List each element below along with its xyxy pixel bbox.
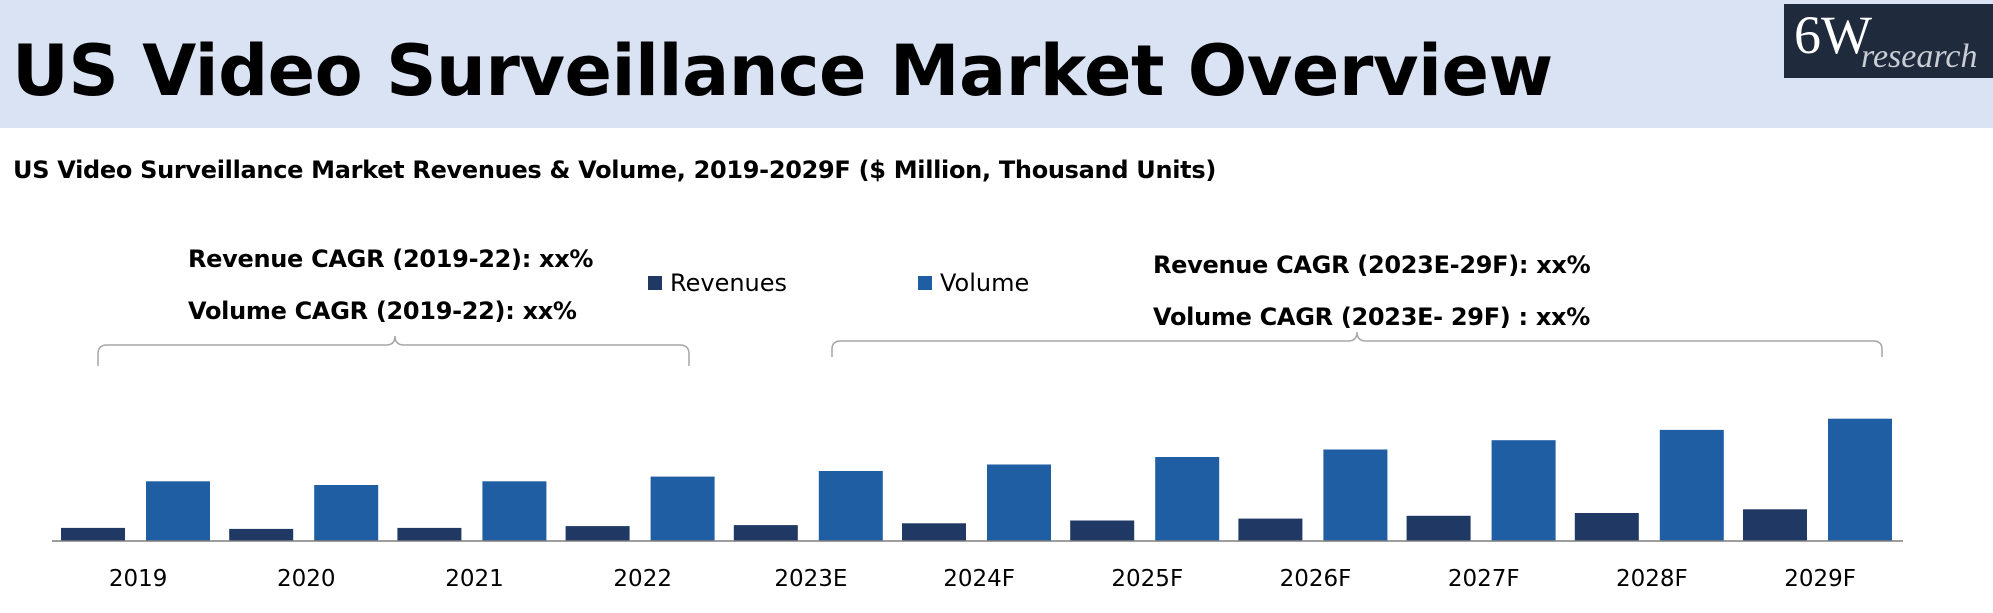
logo-sub-text: research xyxy=(1861,38,1978,75)
legend-revenues: Revenues xyxy=(648,269,787,297)
x-tick-label: 2027F xyxy=(1448,566,1520,592)
bar-volume-2021 xyxy=(482,481,547,541)
right-volume-cagr: Volume CAGR (2023E- 29F) : xx% xyxy=(1153,303,1590,331)
chart-title: US Video Surveillance Market Revenues & … xyxy=(13,156,1216,184)
logo-main-text: 6W xyxy=(1794,5,1872,65)
legend-volume-swatch xyxy=(918,276,932,290)
x-tick-label: 2028F xyxy=(1616,566,1688,592)
x-tick-label: 2021 xyxy=(445,566,504,592)
left-volume-cagr: Volume CAGR (2019-22): xx% xyxy=(188,297,577,325)
bar-revenues-2027f xyxy=(1406,515,1471,541)
bar-revenues-2026f xyxy=(1238,518,1303,541)
bar-volume-2029f xyxy=(1828,418,1892,541)
bracket-2019-2022 xyxy=(97,335,690,366)
bar-revenues-2025f xyxy=(1070,520,1135,541)
legend-volume: Volume xyxy=(918,269,1029,297)
bar-volume-2028f xyxy=(1659,429,1724,541)
x-tick-label: 2019 xyxy=(109,566,168,592)
bar-revenues-2020 xyxy=(229,528,294,541)
page-title: US Video Surveillance Market Overview xyxy=(12,30,1553,112)
bar-volume-2027f xyxy=(1491,440,1556,541)
bar-revenues-2024f xyxy=(902,523,966,541)
bar-revenues-2022 xyxy=(565,526,630,541)
company-logo: 6W research xyxy=(1784,4,1993,78)
x-tick-label: 2024F xyxy=(943,566,1015,592)
bar-revenues-2019 xyxy=(61,527,125,541)
bar-revenues-2021 xyxy=(397,527,462,541)
legend-revenues-swatch xyxy=(648,276,662,290)
bar-volume-2019 xyxy=(146,481,210,541)
bar-volume-2023e xyxy=(818,471,883,541)
x-tick-label: 2022 xyxy=(613,566,672,592)
legend-revenues-label: Revenues xyxy=(670,269,788,297)
bar-volume-2025f xyxy=(1155,457,1220,541)
x-tick-label: 2029F xyxy=(1784,566,1856,592)
bracket-2023-2029 xyxy=(831,331,1883,357)
bar-revenues-2029f xyxy=(1743,509,1807,541)
x-tick-label: 2025F xyxy=(1111,566,1183,592)
bar-revenues-2023e xyxy=(733,525,798,541)
x-tick-label: 2023E xyxy=(774,566,847,592)
right-revenue-cagr: Revenue CAGR (2023E-29F): xx% xyxy=(1153,251,1591,279)
header-band xyxy=(0,0,1993,128)
x-tick-label: 2026F xyxy=(1280,566,1352,592)
x-tick-label: 2020 xyxy=(277,566,336,592)
bar-volume-2020 xyxy=(314,485,379,541)
bar-revenues-2028f xyxy=(1574,513,1639,541)
bar-volume-2022 xyxy=(650,476,715,541)
legend-volume-label: Volume xyxy=(940,269,1030,297)
bar-volume-2026f xyxy=(1323,449,1388,541)
left-revenue-cagr: Revenue CAGR (2019-22): xx% xyxy=(188,245,594,273)
bar-volume-2024f xyxy=(987,464,1051,541)
